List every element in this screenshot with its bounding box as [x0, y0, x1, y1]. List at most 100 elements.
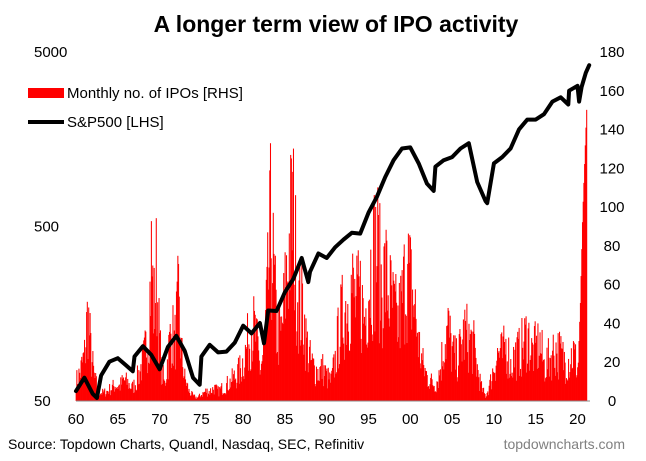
ipo-bar [416, 336, 418, 401]
ipo-bar [573, 342, 575, 401]
ipo-bar [395, 274, 397, 401]
ipo-bar [197, 397, 199, 401]
ipo-bar [377, 214, 379, 401]
ipo-bar [437, 381, 439, 401]
ipo-bar [257, 336, 259, 401]
ipo-bar [485, 397, 487, 401]
ipo-bar [296, 331, 298, 401]
ipo-bar [77, 384, 79, 401]
ipo-bar [128, 383, 130, 401]
ipo-bar [451, 371, 453, 401]
ipo-bar [191, 392, 194, 401]
ipo-bar [448, 337, 451, 401]
ipo-bar [161, 357, 163, 401]
ipo-bar [252, 350, 254, 401]
ipo-bar [311, 353, 313, 401]
ipo-bar [150, 316, 152, 401]
ipo-bar [99, 395, 101, 401]
ipo-bar [511, 372, 513, 401]
ipo-bar [538, 367, 540, 401]
ipo-bar [539, 332, 541, 401]
ipo-bar [550, 355, 552, 401]
ipo-bar [501, 358, 503, 401]
ipo-bar [324, 376, 326, 401]
ipo-bar [131, 383, 133, 401]
chart-title: A longer term view of IPO activity [154, 11, 519, 37]
ipo-bar [214, 384, 216, 401]
ipo-bar [432, 385, 434, 401]
ipo-bar [227, 389, 229, 401]
ipo-bar [360, 338, 362, 401]
ipo-bar [409, 237, 412, 401]
ipo-bar [474, 347, 476, 401]
ipo-bar [262, 355, 264, 401]
x-tick-label: 60 [68, 411, 85, 428]
ipo-bar [518, 327, 520, 401]
ipo-bar [354, 317, 356, 401]
ipo-bar [119, 390, 121, 401]
ipo-bar [545, 378, 547, 401]
ipo-bar [231, 368, 233, 401]
ipo-bar [321, 378, 323, 401]
ipo-bar [143, 337, 145, 401]
ipo-bar [287, 281, 289, 401]
ipo-bar [549, 376, 551, 401]
ipo-bar [88, 335, 90, 401]
ipo-bar [330, 373, 332, 401]
ipo-bar [230, 387, 232, 401]
ipo-bar [491, 381, 493, 401]
ipo-bar [135, 389, 137, 401]
ipo-bar [430, 373, 432, 401]
ipo-bar [148, 362, 150, 401]
ipo-bar [318, 381, 320, 401]
ipo-bar [509, 373, 511, 401]
ipo-bar [180, 358, 182, 401]
ipo-bar [551, 380, 553, 401]
ipo-bar [452, 341, 454, 401]
ipo-bar [235, 378, 237, 401]
ipo-bar [198, 395, 200, 401]
ipo-bar [432, 386, 434, 401]
ipo-bar [430, 377, 432, 401]
ipo-bar [166, 379, 168, 401]
ipo-bar [306, 331, 308, 401]
ipo-bar [380, 320, 382, 401]
ipo-bar [368, 299, 370, 401]
ipo-bar [118, 384, 120, 401]
ipo-bar [422, 348, 424, 401]
ipo-bar [248, 344, 250, 401]
ipo-bar [534, 321, 536, 401]
ipo-bar [102, 388, 104, 401]
ipo-bar [439, 375, 441, 401]
ipo-bar [372, 341, 374, 401]
ipo-bar [412, 305, 414, 401]
ipo-bar [542, 360, 545, 401]
ipo-bar [189, 392, 191, 401]
ipo-bar [188, 388, 190, 401]
ipo-bar [187, 391, 189, 401]
ipo-bar [264, 331, 266, 401]
ipo-bar [158, 298, 160, 401]
ipo-bar [271, 319, 273, 401]
ipo-bar [260, 363, 262, 401]
ipo-bar [123, 377, 125, 401]
ipo-bar [177, 255, 179, 401]
ipo-bar [217, 386, 219, 401]
ipo-bar [544, 381, 546, 401]
ipo-bar [280, 330, 282, 401]
ipo-bar [566, 379, 568, 401]
ipo-bar [458, 334, 460, 401]
ipo-bar [373, 195, 375, 401]
ipo-bar [212, 389, 214, 401]
ipo-bar [531, 338, 533, 401]
ipo-bar [237, 364, 239, 401]
ipo-bar [146, 373, 148, 401]
ipo-bar [244, 367, 246, 401]
ipo-bar [557, 333, 559, 401]
ipo-bar [478, 390, 480, 401]
ipo-bar [143, 340, 145, 401]
ipo-bar [320, 358, 322, 401]
ipo-bar [95, 376, 97, 401]
ipo-bar [157, 302, 159, 401]
ipo-bar [586, 109, 588, 402]
